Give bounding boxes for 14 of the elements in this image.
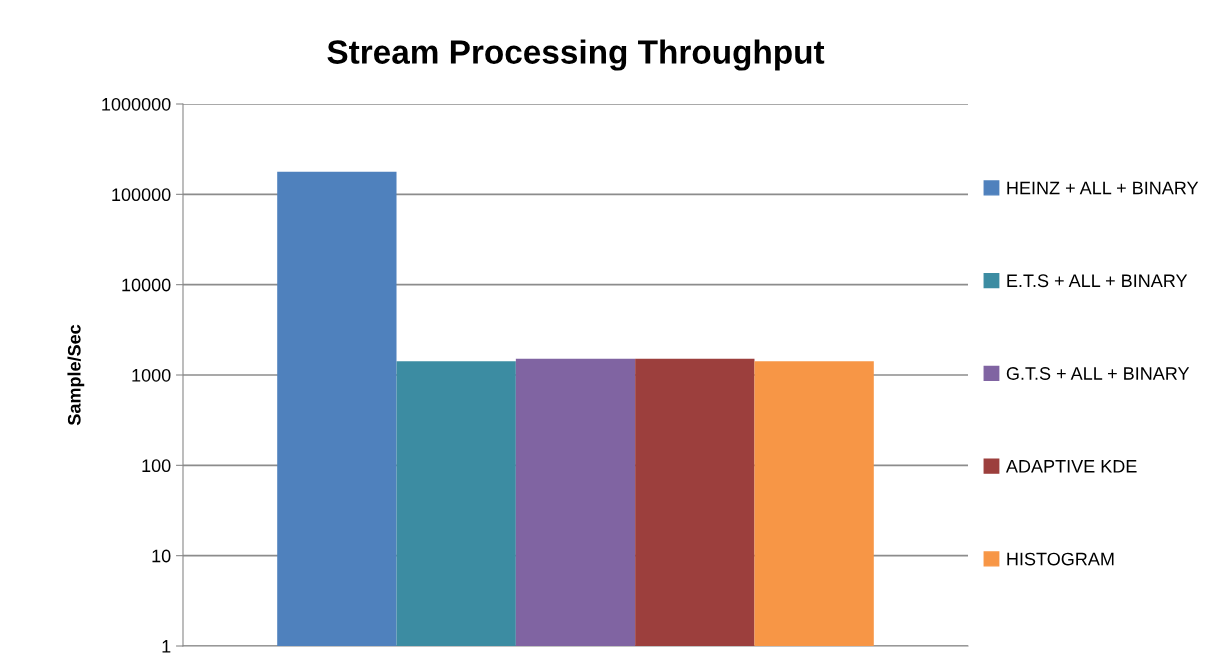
y-tick-label: 1000: [132, 368, 171, 382]
y-tick-label: 10: [152, 549, 171, 563]
y-tick-label: 10000: [122, 278, 171, 292]
chart-title: Stream Processing Throughput: [327, 39, 825, 71]
y-tick-label: 100: [142, 459, 171, 473]
y-axis-title: Sample/Sec: [67, 324, 85, 426]
legend-label: G.T.S + ALL + BINARY: [1006, 367, 1190, 380]
y-tick-label: 100000: [112, 188, 171, 202]
legend-label: ADAPTIVE KDE: [1005, 460, 1137, 473]
y-tick-label: 1000000: [102, 97, 171, 111]
legend-label: HEINZ + ALL + BINARY: [1007, 181, 1199, 195]
y-tick-label: 1: [162, 640, 171, 653]
legend-label: HISTOGRAM: [1007, 552, 1114, 566]
legend-label: E.T.S + ALL + BINARY: [1007, 274, 1188, 288]
